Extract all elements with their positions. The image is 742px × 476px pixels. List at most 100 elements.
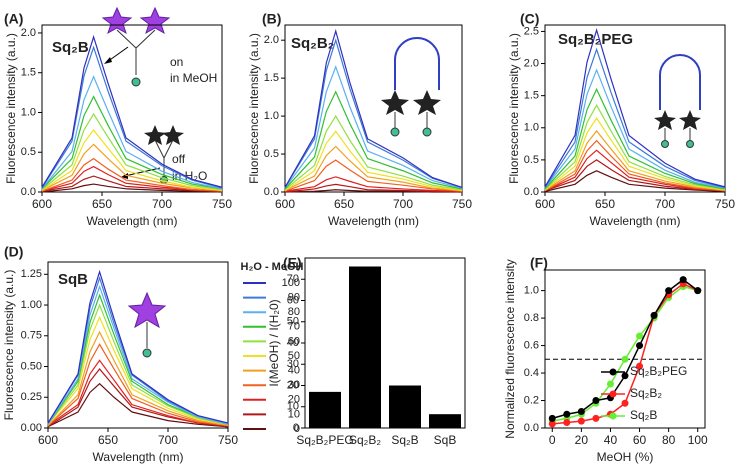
series-line (284, 28, 463, 189)
y-tick-label: 10 (287, 401, 299, 413)
y-tick-label: 0 (293, 422, 299, 434)
y-tick-label: 70 (287, 273, 299, 285)
compound-label: Sq₂B₂ (291, 35, 334, 52)
y-tick-label: 0.00 (21, 422, 42, 434)
series-line (544, 139, 726, 192)
y-tick-label: 0.0 (524, 422, 539, 434)
plot-frame (47, 261, 229, 429)
data-point (577, 417, 585, 425)
legend-marker (609, 390, 617, 398)
y-tick-label: 1.5 (264, 72, 279, 84)
series-line (544, 68, 726, 189)
plot-frame (544, 269, 706, 429)
x-tick-label: 750 (452, 197, 472, 211)
data-point (665, 287, 673, 295)
series-line (41, 112, 223, 191)
series-line (284, 183, 463, 193)
series-line (47, 284, 229, 425)
legend-label: Sq₂B₂PEG (630, 364, 687, 378)
legend-label: 80 (288, 306, 300, 318)
legend-label: 40 (288, 365, 300, 377)
x-tick-label: Sq₂B (391, 433, 418, 447)
series-line (41, 34, 223, 188)
y-tick-label: 1.00 (21, 299, 42, 311)
y-tick-label: 0.4 (524, 367, 539, 379)
data-point (694, 287, 702, 295)
y-tick-label: 0.2 (524, 394, 539, 406)
x-tick-label: 40 (604, 433, 618, 447)
x-tick-label: 60 (633, 433, 647, 447)
legend-label: 70 (288, 321, 300, 333)
legend-label: 60 (288, 335, 300, 347)
series-line (47, 330, 229, 427)
legend-label: Sq₂B₂ (630, 386, 662, 400)
x-tick-label: 0 (549, 433, 556, 447)
series-line (544, 87, 726, 190)
series-line (544, 170, 726, 192)
panel-label: (E) (283, 255, 302, 271)
y-axis-label: Fluorescence intensity (a.u.) (2, 270, 16, 421)
series-line (47, 269, 229, 424)
series-line (47, 293, 229, 425)
bar (389, 385, 421, 428)
series-line (544, 159, 726, 192)
series-line (284, 159, 463, 192)
x-axis-label: MeOH (%) (597, 450, 654, 464)
series-line (41, 128, 223, 192)
x-tick-label: 750 (212, 197, 232, 211)
bar (349, 266, 381, 428)
series-line (544, 104, 726, 191)
compound-label: SqB (58, 271, 88, 288)
panel-label: (D) (4, 244, 23, 260)
panel-label: (A) (4, 11, 23, 27)
legend-label: 10 (288, 408, 300, 420)
data-point (563, 410, 571, 418)
series-line (284, 90, 463, 190)
series-line (47, 382, 229, 428)
legend-label: 0 (294, 423, 300, 435)
y-tick-label: 0.8 (524, 312, 539, 324)
series-line (284, 130, 463, 192)
legend-marker (609, 368, 617, 376)
y-axis-label: I(MeOH) / I(H₂0) (267, 299, 281, 386)
series-line (284, 38, 463, 189)
x-tick-label: Sq₂B₂PEG (296, 433, 353, 447)
data-point (636, 332, 644, 340)
series-line (552, 278, 699, 420)
data-point (621, 355, 629, 363)
series-line (544, 149, 726, 192)
bar (429, 414, 461, 428)
y-tick-label: 0.50 (21, 360, 42, 372)
x-tick-label: Sq₂B₂ (349, 433, 381, 447)
series-line (544, 117, 726, 191)
legend-label: 50 (288, 350, 300, 362)
series-line (41, 95, 223, 190)
legend-label: 90 (288, 292, 300, 304)
y-tick-label: 2.0 (524, 57, 539, 69)
x-tick-label: 650 (98, 433, 118, 447)
series-line (284, 189, 462, 193)
y-tick-label: 40 (287, 337, 299, 349)
series-line (544, 130, 726, 191)
panel-label: (B) (262, 11, 281, 27)
y-tick-label: 1.25 (21, 268, 42, 280)
legend-label: 100 (282, 277, 300, 289)
x-tick-label: 20 (575, 433, 589, 447)
series-line (47, 359, 229, 427)
plot-frame (544, 24, 726, 193)
legend-marker (609, 412, 617, 420)
y-axis-label: Fluorescence intensity (a.u.) (4, 33, 18, 184)
x-tick-label: 700 (655, 197, 675, 211)
data-point (679, 276, 687, 284)
data-point (621, 372, 629, 380)
y-tick-label: 2.0 (21, 27, 36, 39)
x-tick-label: 650 (92, 197, 112, 211)
data-point (563, 419, 571, 427)
y-tick-label: 0.5 (524, 154, 539, 166)
data-point (577, 408, 585, 416)
x-tick-label: 600 (32, 197, 52, 211)
x-tick-label: 100 (688, 433, 708, 447)
y-axis-label: Fluorescence intensity (a.u.) (507, 33, 521, 184)
annotation: on (170, 55, 183, 69)
panel-label: (C) (520, 11, 539, 27)
